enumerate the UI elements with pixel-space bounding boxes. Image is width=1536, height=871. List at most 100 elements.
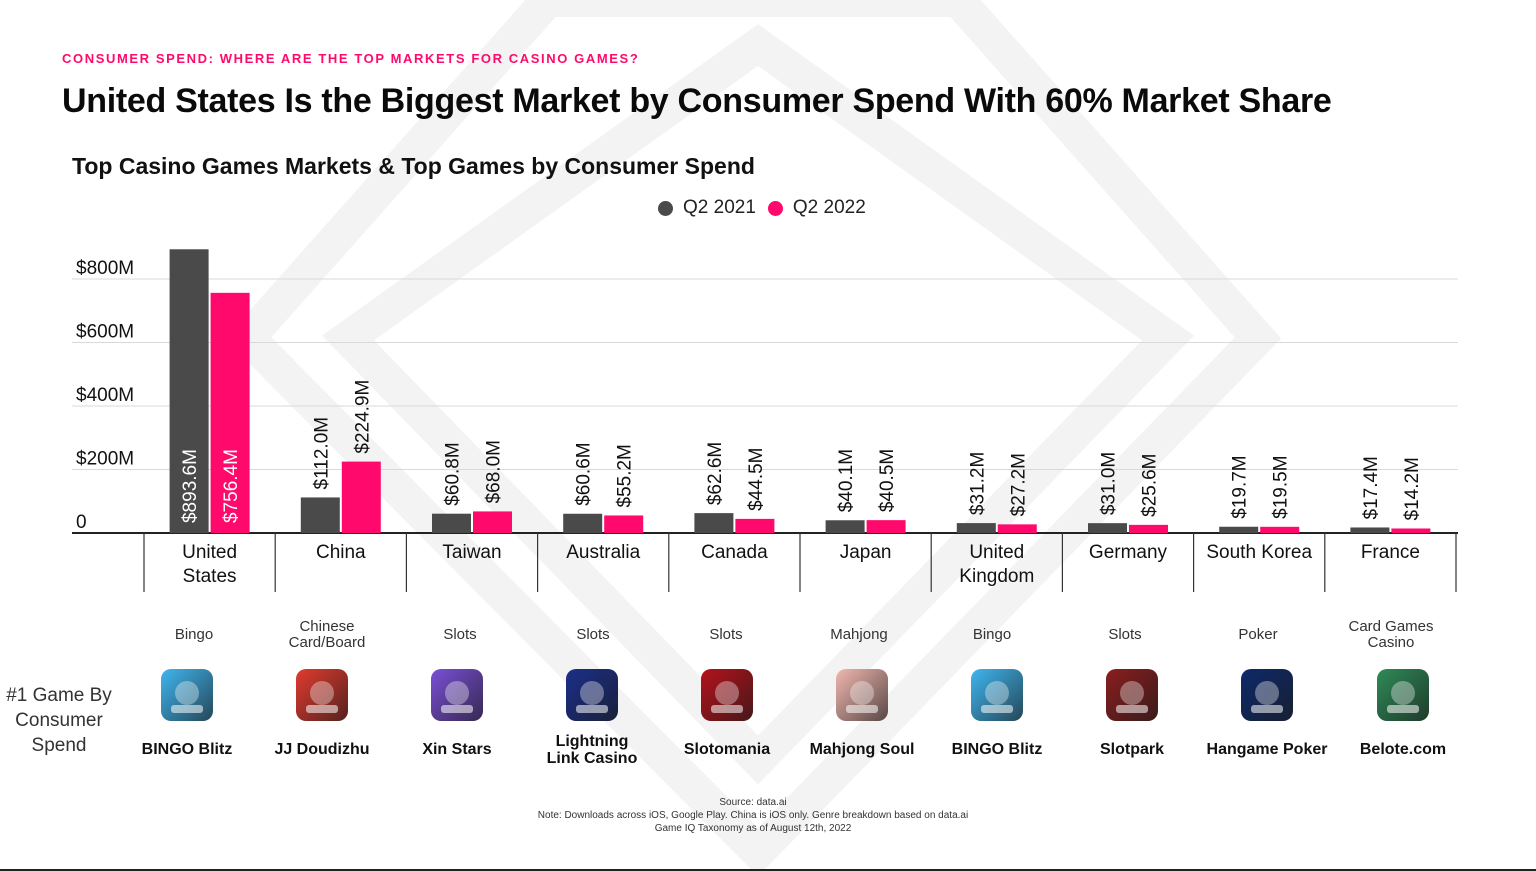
- legend-swatch-q2-2021: [658, 200, 673, 216]
- game-genre: Slots: [576, 626, 610, 643]
- bar-q2-2021: [825, 520, 865, 533]
- bar-q2-2021: [1219, 526, 1259, 533]
- category-label: South Korea: [1206, 542, 1312, 563]
- category-label: United: [969, 542, 1024, 563]
- data-label: $40.1M: [836, 449, 857, 512]
- data-label: $55.2M: [615, 444, 636, 507]
- xin-stars-icon: [431, 669, 483, 721]
- bar-q2-2022: [1391, 528, 1431, 533]
- game-genre: Card Games Casino: [1348, 618, 1434, 651]
- kicker-text: CONSUMER SPEND: WHERE ARE THE TOP MARKET…: [62, 51, 640, 66]
- game-name: Xin Stars: [422, 741, 492, 758]
- bar-q2-2021: [300, 497, 340, 533]
- chart-legend: Q2 2021 Q2 2022: [658, 197, 878, 219]
- y-tick-label: 0: [76, 512, 87, 533]
- footnote-note-line-1: Note: Downloads across iOS, Google Play.…: [537, 810, 969, 821]
- game-genre: Poker: [1238, 626, 1278, 643]
- bar-q2-2021: [432, 513, 471, 533]
- bar-q2-2021: [169, 249, 209, 534]
- category-label: United: [182, 542, 237, 563]
- data-label: $27.2M: [1008, 453, 1029, 516]
- bottom-border: [0, 869, 1536, 871]
- y-tick-label: $800M: [76, 258, 134, 279]
- category-label: France: [1361, 542, 1420, 563]
- game-genre: Chinese Card/Board: [288, 618, 366, 651]
- page-title: United States Is the Biggest Market by C…: [62, 82, 1332, 120]
- data-label: $60.8M: [443, 442, 464, 505]
- bar-q2-2021: [1350, 527, 1390, 533]
- data-label: $14.2M: [1402, 457, 1423, 520]
- bar-q2-2022: [1260, 526, 1300, 533]
- category-label: China: [316, 542, 366, 563]
- bar-q2-2021: [694, 513, 734, 533]
- slotomania-icon: [701, 669, 753, 721]
- y-tick-label: $200M: [76, 449, 134, 470]
- data-label: $31.2M: [967, 452, 988, 515]
- game-name: Slotpark: [1099, 741, 1164, 758]
- game-name: Hangame Poker: [1206, 741, 1328, 758]
- bingo-blitz-icon: [971, 669, 1023, 721]
- mahjong-soul-icon: [836, 669, 888, 721]
- bar-q2-2022: [1129, 524, 1168, 533]
- bar-q2-2021: [563, 513, 603, 533]
- y-tick-label: $600M: [76, 322, 134, 343]
- jj-doudizhu-icon: [296, 669, 348, 721]
- bar-q2-2022: [997, 524, 1037, 533]
- top-games-row-label: #1 Game By Consumer Spend: [6, 685, 112, 756]
- category-label: Canada: [701, 542, 768, 563]
- data-label: $62.6M: [705, 442, 726, 505]
- data-label: $44.5M: [746, 447, 767, 510]
- game-genre: Slots: [709, 626, 743, 643]
- game-name: Lightning Link Casino: [546, 733, 638, 767]
- footnote-note-line-2: Game IQ Taxonomy as of August 12th, 2022: [654, 823, 852, 834]
- game-genre: Slots: [1108, 626, 1142, 643]
- category-label: Taiwan: [442, 542, 501, 563]
- category-label: Japan: [840, 542, 892, 563]
- data-label: $112.0M: [311, 417, 332, 490]
- data-label: $893.6M: [180, 449, 201, 523]
- data-label: $224.9M: [352, 380, 373, 454]
- data-label: $17.4M: [1361, 456, 1382, 519]
- legend-item-q2-2022: Q2 2022: [767, 197, 866, 219]
- data-label: $19.5M: [1271, 455, 1292, 518]
- bar-q2-2022: [341, 461, 381, 533]
- bar-q2-2022: [604, 515, 644, 533]
- category-label: Australia: [566, 542, 640, 563]
- chart-title: Top Casino Games Markets & Top Games by …: [72, 153, 755, 179]
- legend-item-q2-2021: Q2 2021: [658, 197, 756, 219]
- data-label: $68.0M: [484, 440, 505, 503]
- category-label: States: [183, 566, 237, 587]
- game-name: BINGO Blitz: [951, 741, 1043, 758]
- data-label: $25.6M: [1140, 453, 1161, 516]
- legend-label-q2-2022: Q2 2022: [792, 197, 866, 218]
- game-name: Slotomania: [683, 741, 771, 758]
- legend-label-q2-2021: Q2 2021: [683, 197, 756, 218]
- y-tick-label: $400M: [76, 385, 134, 406]
- legend-swatch-q2-2022: [767, 200, 783, 216]
- game-genre: Bingo: [174, 626, 214, 643]
- data-label: $31.0M: [1099, 452, 1120, 515]
- bar-q2-2021: [1088, 523, 1127, 533]
- data-label: $19.7M: [1230, 455, 1251, 518]
- game-genre: Bingo: [972, 626, 1012, 643]
- bingo-blitz-icon: [161, 669, 213, 721]
- bar-q2-2022: [210, 292, 250, 533]
- game-name: BINGO Blitz: [141, 741, 233, 758]
- bar-q2-2022: [866, 520, 906, 533]
- footnote: Source: data.ai Note: Downloads across i…: [480, 796, 1026, 835]
- belote-icon: [1377, 669, 1429, 721]
- category-label: Germany: [1089, 542, 1168, 563]
- game-name: Belote.com: [1359, 741, 1447, 758]
- data-label: $60.6M: [574, 442, 595, 505]
- bar-q2-2022: [473, 511, 512, 533]
- game-genre: Mahjong: [830, 626, 888, 643]
- slotpark-icon: [1106, 669, 1158, 721]
- bar-q2-2021: [956, 523, 996, 533]
- category-label: Kingdom: [959, 566, 1034, 587]
- lightning-link-icon: [566, 669, 618, 721]
- bar-q2-2022: [735, 518, 775, 533]
- game-name: Mahjong Soul: [809, 741, 915, 758]
- game-genre: Slots: [443, 626, 477, 643]
- data-label: $756.4M: [221, 449, 242, 523]
